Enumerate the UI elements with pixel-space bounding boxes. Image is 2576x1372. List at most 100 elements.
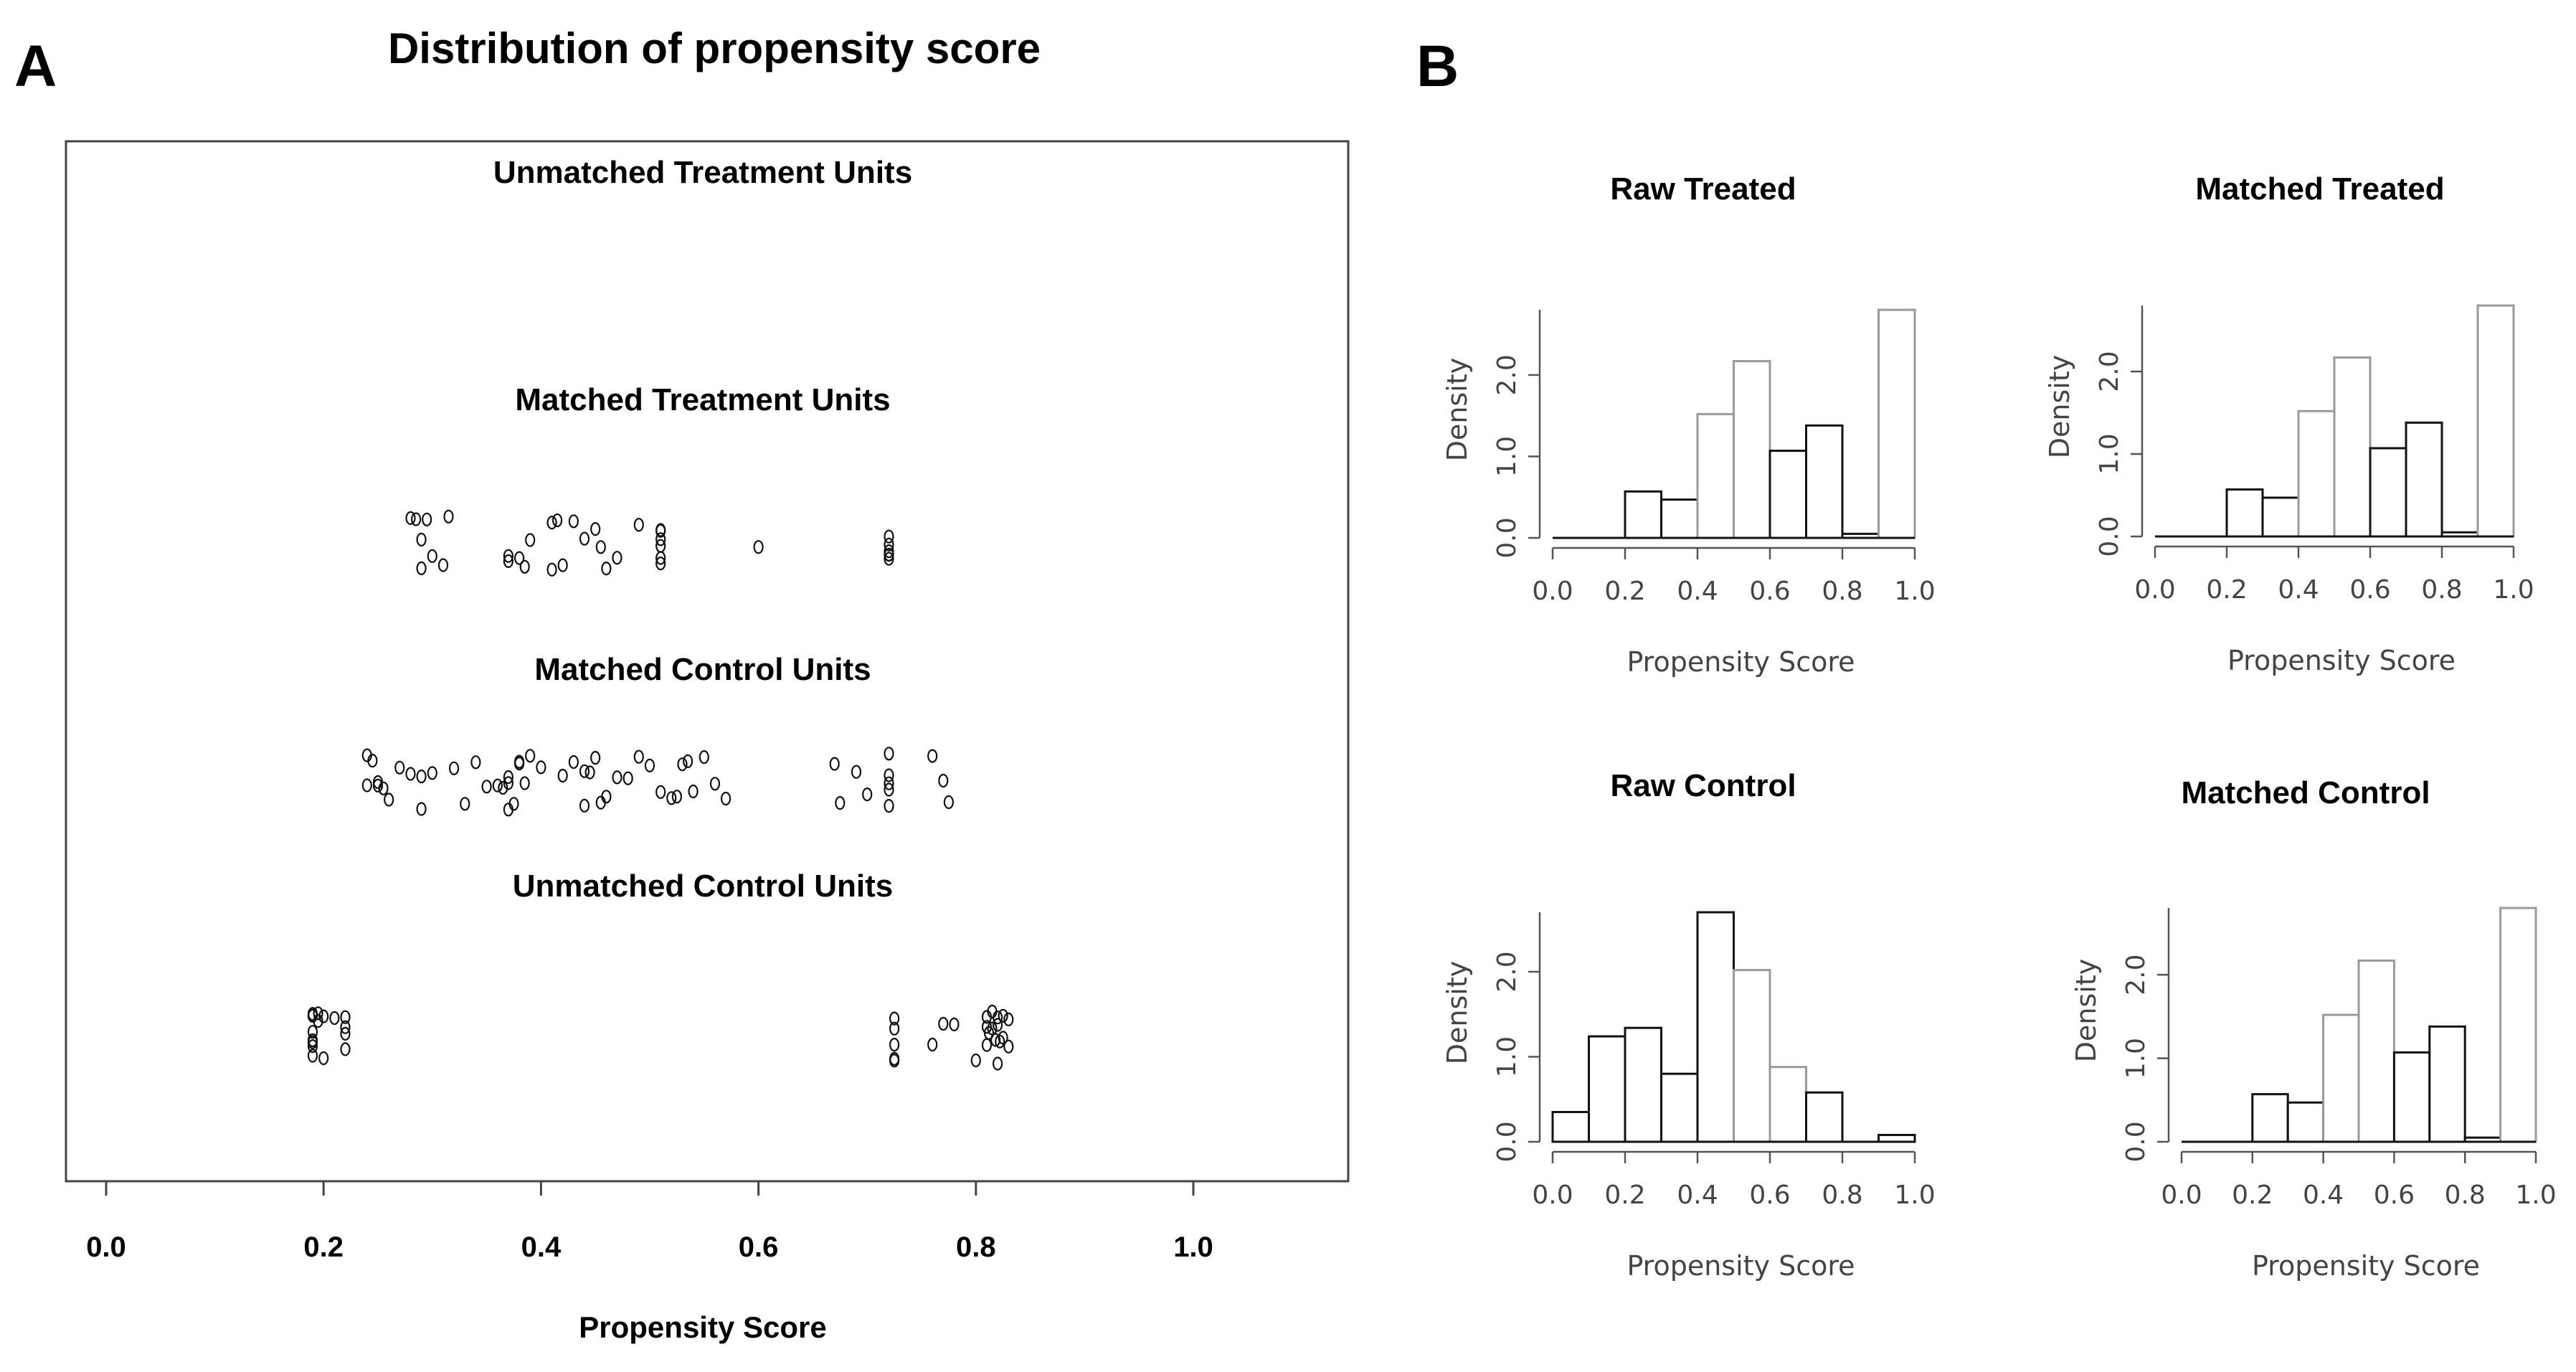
histogram-bar — [1588, 1035, 1626, 1143]
y-tick-label: 1.0 — [1492, 436, 1522, 477]
data-point — [753, 540, 764, 554]
histogram-bar — [1696, 911, 1735, 1143]
data-point — [884, 537, 894, 552]
histogram-title: Raw Control — [1610, 768, 1796, 803]
data-point — [416, 769, 427, 784]
x-tick-label: 0.4 — [1677, 577, 1718, 606]
data-point — [513, 756, 525, 771]
data-point — [579, 531, 590, 546]
data-point — [884, 747, 894, 761]
data-point — [513, 551, 525, 565]
y-tick-label: 1.0 — [2095, 433, 2124, 474]
data-point — [340, 1042, 351, 1056]
y-tick-label: 1.0 — [1492, 1036, 1522, 1077]
x-tick-label: 0.2 — [303, 1231, 344, 1263]
data-point — [688, 784, 699, 799]
x-tick-label: 1.0 — [1173, 1231, 1213, 1263]
data-point — [655, 556, 666, 571]
histogram-bar — [1805, 1091, 1844, 1143]
x-tick-label: 0.8 — [2421, 575, 2462, 605]
data-point — [405, 767, 416, 781]
x-tick-label: 0.6 — [739, 1231, 779, 1263]
data-point — [671, 790, 683, 804]
data-point — [329, 1011, 340, 1026]
y-tick-label: 2.0 — [2121, 955, 2151, 995]
data-point — [644, 758, 655, 773]
data-point — [557, 768, 568, 783]
histogram-bar — [2261, 496, 2300, 538]
histogram-bar — [1624, 490, 1662, 539]
data-point — [655, 532, 666, 547]
x-tick-label: 0.0 — [2134, 575, 2175, 605]
histogram-bar — [1768, 449, 1807, 539]
y-tick-label: 0.0 — [1492, 1121, 1522, 1162]
data-point — [682, 754, 693, 769]
x-tick-label: 0.6 — [1749, 577, 1790, 606]
data-point — [851, 765, 862, 779]
x-tick-label: 0.0 — [1532, 1181, 1573, 1210]
data-point — [503, 776, 514, 790]
x-tick-label: 1.0 — [1894, 577, 1935, 606]
x-axis-label: Propensity Score — [2252, 1250, 2480, 1282]
histogram-bar — [1660, 498, 1699, 539]
data-point — [460, 797, 470, 811]
histogram-bar — [2297, 410, 2336, 538]
histogram-bar — [1768, 1066, 1807, 1143]
histogram-bar — [2333, 356, 2372, 538]
data-point — [405, 511, 416, 526]
data-point — [416, 532, 427, 547]
histogram-bar — [1624, 1026, 1662, 1143]
histogram-bar — [2322, 1013, 2360, 1143]
data-point — [612, 770, 622, 785]
data-point — [470, 755, 481, 770]
histogram-title: Matched Treated — [2195, 171, 2444, 207]
data-point — [612, 551, 622, 565]
data-point — [568, 754, 579, 770]
data-point — [551, 513, 563, 528]
data-point — [372, 778, 384, 793]
data-point — [889, 1021, 900, 1036]
histogram-raw-control: Raw Control 0.0 0.2 0.4 0.6 0.8 1.0 Propensity … — [1441, 768, 1936, 1282]
data-point — [884, 552, 894, 566]
histogram-bar — [2405, 421, 2443, 538]
histogram-title: Raw Treated — [1610, 171, 1796, 207]
data-point — [410, 512, 422, 526]
data-point — [568, 514, 579, 529]
histogram-bar — [2499, 907, 2537, 1143]
data-point — [862, 787, 873, 802]
data-point — [970, 1053, 981, 1068]
x-tick-label: 0.8 — [1822, 1181, 1862, 1210]
data-point — [884, 768, 894, 782]
y-axis-label: Density — [1441, 961, 1473, 1064]
data-point — [384, 793, 394, 807]
y-tick-label: 0.0 — [2121, 1121, 2151, 1162]
x-tick-label: 1.0 — [2493, 575, 2534, 605]
data-point — [340, 1026, 351, 1041]
x-axis-label: Propensity Score — [2227, 645, 2456, 676]
data-point — [437, 558, 449, 572]
data-point — [378, 781, 389, 795]
data-point — [889, 1011, 900, 1026]
data-point — [884, 544, 894, 559]
data-point — [987, 1021, 998, 1036]
x-tick-label: 0.8 — [956, 1231, 996, 1263]
data-point — [655, 551, 666, 565]
data-point — [889, 1037, 900, 1052]
data-point — [394, 760, 405, 775]
y-tick-label: 1.0 — [2121, 1038, 2151, 1079]
data-point — [889, 1054, 900, 1068]
data-point — [427, 766, 437, 780]
data-point — [981, 1038, 993, 1052]
data-point — [655, 524, 666, 538]
x-tick-label: 0.6 — [2349, 575, 2390, 605]
data-point — [498, 780, 508, 795]
data-point — [633, 518, 644, 532]
data-point — [557, 558, 568, 572]
data-point — [938, 1016, 949, 1031]
data-point — [601, 561, 612, 576]
group-label: Unmatched Control Units — [513, 869, 893, 904]
data-point — [584, 765, 595, 780]
data-point — [416, 561, 427, 576]
y-tick-label: 2.0 — [1492, 354, 1522, 395]
